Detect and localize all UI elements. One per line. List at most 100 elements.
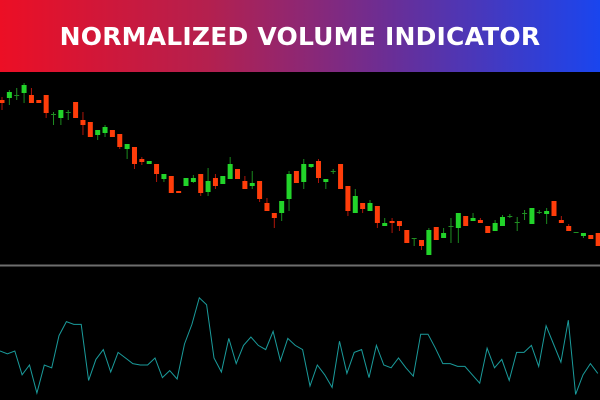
candle-body — [242, 181, 248, 189]
candle-body — [558, 220, 564, 223]
candle — [404, 230, 410, 243]
candle-body — [345, 186, 351, 211]
candle-body — [514, 222, 520, 223]
candle — [14, 88, 20, 100]
candle — [360, 203, 366, 213]
candle-body — [595, 233, 600, 246]
candle — [507, 214, 513, 218]
candle — [279, 201, 285, 221]
candle-body — [588, 235, 594, 239]
candle-body — [455, 213, 461, 228]
candle-body — [146, 161, 152, 164]
candle-body — [396, 221, 402, 226]
candle — [21, 83, 27, 103]
candle — [441, 228, 447, 238]
candle — [588, 235, 594, 239]
candle-body — [0, 100, 5, 103]
candle-body — [65, 112, 71, 113]
candle — [198, 174, 204, 196]
candle-body — [367, 203, 373, 211]
candle — [154, 164, 160, 182]
candle-body — [117, 134, 123, 147]
candle-body — [286, 174, 292, 199]
candle-body — [536, 212, 542, 213]
candle-body — [212, 178, 218, 186]
candle — [566, 224, 572, 231]
candle — [43, 95, 49, 118]
candle — [51, 112, 57, 125]
candle-body — [293, 171, 299, 183]
candle — [73, 102, 79, 118]
candle — [131, 147, 137, 169]
candle — [271, 213, 277, 228]
candle — [499, 215, 505, 226]
candle-body — [227, 164, 233, 179]
candle — [382, 218, 388, 226]
candle — [315, 159, 321, 183]
candle-body — [21, 85, 27, 93]
candle — [551, 201, 557, 216]
candle-body — [382, 223, 388, 226]
candle-body — [419, 240, 425, 246]
candle-body — [433, 227, 439, 240]
candle — [352, 189, 358, 213]
candle-body — [573, 232, 579, 233]
candle-body — [323, 179, 329, 182]
candle — [293, 171, 299, 183]
candle-body — [264, 203, 270, 211]
candle — [102, 125, 108, 137]
candle-body — [220, 176, 226, 184]
candle-body — [257, 181, 263, 199]
candle — [242, 176, 248, 189]
candle — [36, 100, 42, 103]
candle-body — [249, 183, 255, 186]
candle-body — [28, 95, 34, 103]
candle-body — [522, 213, 528, 214]
candle — [109, 130, 115, 137]
candle-body — [176, 191, 182, 193]
candle — [0, 97, 5, 110]
candle-body — [139, 159, 145, 162]
candle — [470, 213, 476, 221]
candle — [544, 208, 550, 224]
candle-body — [352, 196, 358, 213]
candle-body — [441, 233, 447, 238]
candle-body — [271, 213, 277, 218]
candle-body — [426, 230, 432, 255]
candle — [65, 110, 71, 120]
candle-body — [205, 181, 211, 192]
candle — [448, 218, 454, 243]
candle — [227, 157, 233, 179]
candle — [146, 161, 152, 164]
candle — [190, 175, 196, 183]
normalized-volume-line — [0, 296, 599, 395]
candle — [308, 164, 314, 168]
candle-body — [168, 176, 174, 193]
candle-body — [131, 147, 137, 164]
candle-body — [360, 203, 366, 209]
candle — [124, 144, 130, 159]
candle — [558, 216, 564, 223]
price-chart — [0, 83, 600, 395]
candle-body — [566, 226, 572, 231]
candle-body — [279, 201, 285, 213]
candle-body — [499, 217, 505, 226]
candle-body — [183, 178, 189, 186]
candle-body — [109, 130, 115, 137]
candle-body — [198, 174, 204, 193]
candles-group — [0, 83, 600, 255]
candle-body — [389, 221, 395, 223]
candle — [139, 157, 145, 165]
candle-body — [338, 164, 344, 189]
candle — [168, 176, 174, 193]
candle — [257, 181, 263, 202]
candle-body — [124, 144, 130, 149]
candle-body — [6, 92, 12, 98]
candle-body — [102, 127, 108, 133]
candle-body — [95, 130, 101, 135]
candle-body — [161, 174, 167, 179]
candle-body — [374, 206, 380, 223]
candle — [345, 186, 351, 216]
candle-body — [235, 169, 241, 179]
candle-body — [492, 223, 498, 231]
